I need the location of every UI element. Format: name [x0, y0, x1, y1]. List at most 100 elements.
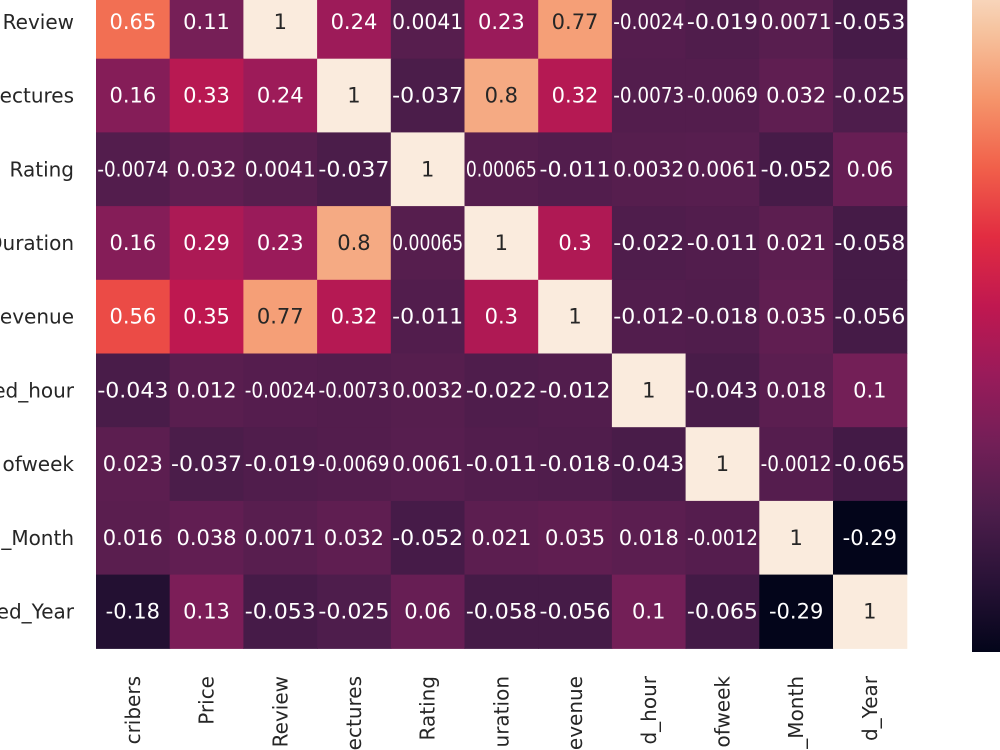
heatmap-cell — [317, 58, 392, 134]
heatmap-cell — [464, 0, 539, 60]
column-tick-labels: cribers Price Review ectures Rating uration ev… — [121, 675, 882, 750]
cell-value-label: -0.0069 — [318, 452, 389, 476]
heatmap-cell — [464, 206, 539, 281]
cell-value-label: 0.65 — [109, 10, 156, 34]
row-tick-labels: Review ectures Rating Duration evenue ed_hour… — [0, 10, 75, 624]
cell-value-label: -0.058 — [834, 231, 905, 255]
cell-value-label: -0.0012 — [687, 526, 758, 550]
cell-value-label: -0.022 — [613, 231, 684, 255]
cell-value-label: -0.011 — [392, 305, 463, 329]
cell-value-label: 0.13 — [183, 599, 230, 623]
column-tick-label: ectures — [342, 676, 366, 750]
heatmap-cell — [611, 353, 687, 428]
cell-value-label: 0.16 — [109, 84, 156, 108]
cell-value-label: 1 — [716, 452, 729, 476]
cell-value-label: -0.018 — [687, 305, 758, 329]
heatmap-cell — [685, 574, 760, 649]
cell-value-label: 0.1 — [632, 599, 665, 623]
cell-value-label: 0.032 — [766, 84, 826, 108]
cell-value-label: -0.053 — [834, 10, 905, 34]
cell-value-label: 0.32 — [552, 84, 599, 108]
heatmap-cell — [611, 500, 687, 576]
heatmap-cell — [464, 574, 539, 649]
cell-value-label: -0.037 — [171, 452, 242, 476]
colorbar — [972, 0, 1000, 652]
heatmap-cell — [317, 427, 392, 502]
cell-value-label: 0.0071 — [761, 10, 832, 34]
heatmap-cell — [317, 132, 392, 207]
row-tick-label: evenue — [0, 305, 74, 329]
column-tick-label: Price — [195, 676, 219, 725]
heatmap-cell — [833, 574, 908, 649]
cell-value-label: 1 — [495, 231, 508, 255]
cell-value-label: 0.0041 — [245, 157, 316, 181]
heatmap-cell — [96, 58, 171, 134]
cell-value-label: 0.0061 — [687, 157, 758, 181]
heatmap-cell — [464, 58, 539, 134]
heatmap-cell — [538, 427, 613, 502]
cell-value-label: -0.037 — [392, 84, 463, 108]
cell-value-label: 0.0041 — [392, 10, 463, 34]
cell-value-label: -0.29 — [769, 599, 823, 623]
heatmap-cell — [317, 279, 392, 355]
cell-value-label: 0.33 — [183, 84, 230, 108]
cell-value-label: 0.06 — [404, 599, 451, 623]
heatmap-cell — [390, 353, 466, 428]
heatmap-cell — [685, 58, 760, 134]
cell-value-label: 0.24 — [257, 84, 304, 108]
cell-value-label: 0.035 — [545, 526, 605, 550]
heatmap-cell — [169, 279, 244, 355]
heatmap-cell — [317, 206, 392, 281]
heatmap-cell — [538, 500, 613, 576]
cell-value-label: 1 — [568, 305, 581, 329]
column-tick-label: d_Year — [858, 675, 882, 741]
cell-value-label: 0.35 — [183, 305, 230, 329]
heatmap-cell — [169, 206, 244, 281]
cell-value-label: 0.0032 — [392, 378, 463, 402]
heatmap-cell — [685, 353, 760, 428]
heatmap-cell — [538, 206, 613, 281]
heatmap-cell — [169, 58, 244, 134]
heatmap-cell — [538, 279, 613, 355]
row-tick-label: ectures — [0, 84, 74, 108]
heatmap-cell — [464, 353, 539, 428]
row-tick-label: Review — [3, 10, 74, 34]
heatmap-cell — [611, 0, 687, 60]
heatmap-cell — [833, 279, 908, 355]
cell-value-label: 0.038 — [176, 526, 236, 550]
heatmap-cell — [759, 353, 834, 428]
cell-value-label: -0.0073 — [613, 84, 684, 108]
cell-value-label: 0.77 — [552, 10, 599, 34]
heatmap-cell — [96, 279, 171, 355]
heatmap-cell — [611, 427, 687, 502]
cell-value-label: 0.00065 — [392, 231, 463, 255]
cell-value-label: -0.29 — [843, 526, 897, 550]
cell-value-label: -0.043 — [687, 378, 758, 402]
heatmap-cell — [169, 353, 244, 428]
cell-value-label: 0.32 — [331, 305, 378, 329]
heatmap-cell — [390, 0, 466, 60]
column-tick-label: d_hour — [637, 675, 661, 744]
cell-value-label: 0.032 — [324, 526, 384, 550]
heatmap-cell — [759, 206, 834, 281]
cell-value-label: -0.0024 — [613, 10, 684, 34]
cell-value-label: -0.025 — [318, 599, 389, 623]
heatmap-cell — [243, 353, 318, 428]
cell-value-label: -0.043 — [613, 452, 684, 476]
cell-value-label: 0.23 — [257, 231, 304, 255]
heatmap-cell — [390, 132, 466, 207]
heatmap-cell — [390, 427, 466, 502]
cell-value-label: 0.016 — [103, 526, 163, 550]
heatmap-cell — [759, 427, 834, 502]
column-tick-label: Review — [268, 676, 292, 747]
heatmap-cell — [317, 500, 392, 576]
cell-value-label: 1 — [274, 10, 287, 34]
heatmap-cell — [685, 427, 760, 502]
heatmap-cell — [243, 0, 318, 60]
heatmap-cell — [833, 353, 908, 428]
heatmap-cell — [169, 132, 244, 207]
heatmap-cell — [464, 427, 539, 502]
cell-value-label: 0.8 — [485, 84, 518, 108]
cell-value-label: 0.021 — [766, 231, 826, 255]
